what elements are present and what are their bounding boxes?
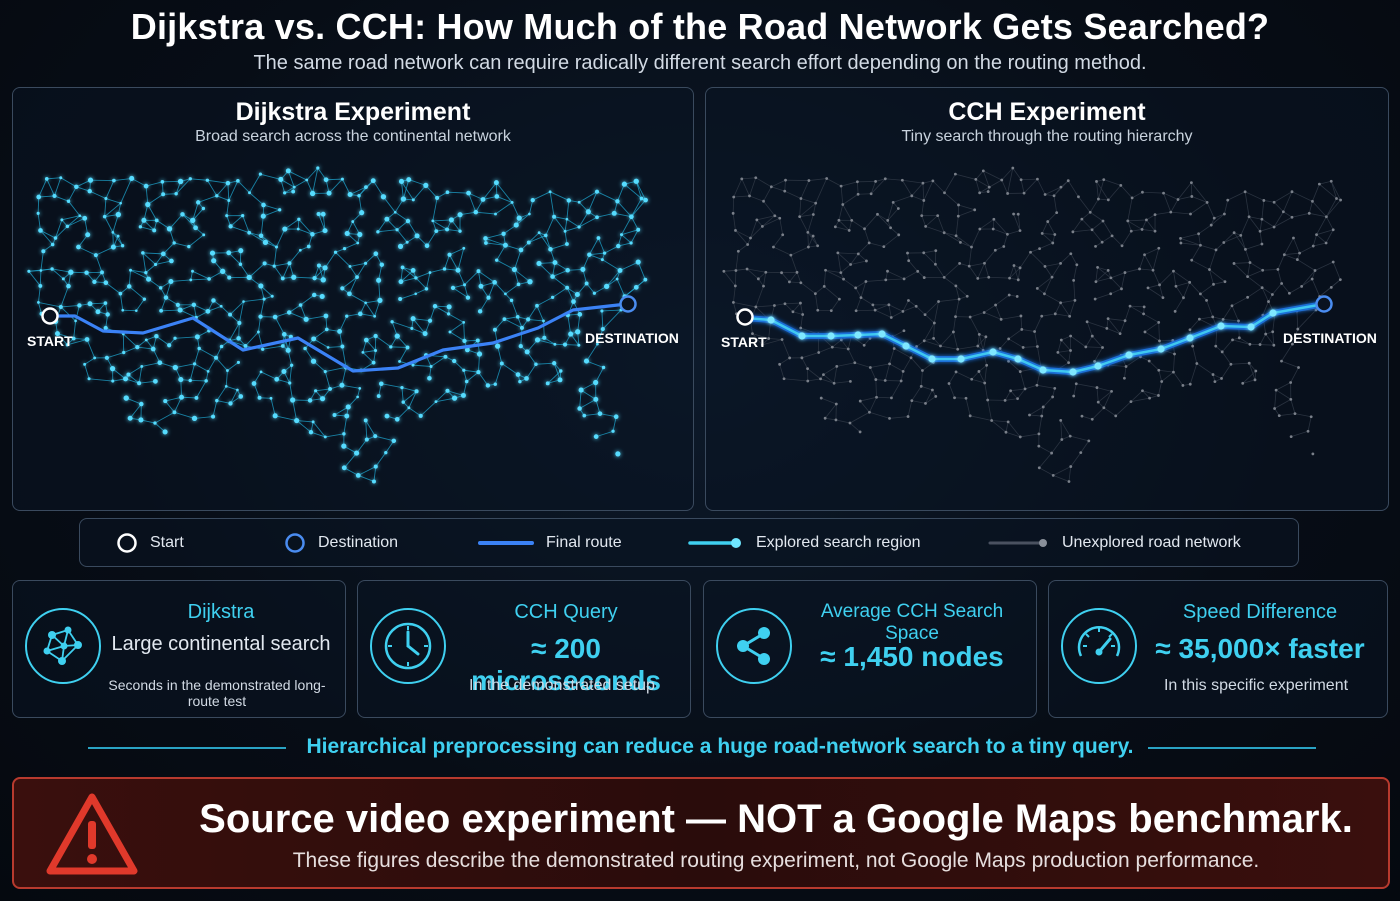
- dijkstra-destination-marker: [619, 295, 637, 313]
- legend-label: Start: [150, 533, 184, 551]
- destination-circle-icon: [285, 532, 305, 553]
- unexplored-line-icon: [988, 538, 1047, 547]
- legend-item-start: Start: [116, 519, 184, 566]
- stat-heading: Dijkstra: [187, 601, 255, 623]
- stat-value: ≈ 35,000× faster: [1155, 633, 1365, 664]
- speedometer-icon: [1061, 608, 1137, 684]
- warning-banner: Source video experiment — NOT a Google M…: [12, 777, 1390, 889]
- legend-label: Explored search region: [756, 533, 921, 551]
- legend: Start Destination Final route Explored s…: [79, 518, 1299, 567]
- cch-destination-marker: [1315, 295, 1333, 313]
- cch-start-marker: [736, 308, 754, 326]
- cch-network-map: [722, 166, 1342, 483]
- warning-title: Source video experiment — NOT a Google M…: [199, 797, 1353, 841]
- stat-heading: Average CCH Search Space: [820, 601, 1004, 644]
- page-title: Dijkstra vs. CCH: How Much of the Road N…: [130, 6, 1270, 47]
- clock-icon: [370, 608, 446, 684]
- stat-note: Seconds in the demonstrated long-route t…: [108, 677, 326, 709]
- legend-label: Final route: [546, 533, 622, 551]
- legend-item-final-route: Final route: [478, 519, 622, 566]
- start-circle-icon: [117, 532, 137, 553]
- explored-line-icon: [688, 537, 741, 548]
- stat-heading: Speed Difference: [1182, 601, 1338, 623]
- explored-road-nodes: [27, 166, 648, 484]
- unexplored-road-nodes: [722, 166, 1342, 483]
- page-subtitle: The same road network can require radica…: [253, 52, 1147, 74]
- legend-item-unexplored: Unexplored road network: [988, 519, 1241, 566]
- warning-subtitle: These figures describe the demonstrated …: [292, 849, 1260, 872]
- stat-value: ≈ 200 microseconds: [471, 633, 661, 696]
- stat-note: In the demonstrated setup: [469, 677, 655, 694]
- legend-label: Destination: [318, 533, 399, 551]
- share-nodes-icon: [716, 608, 792, 684]
- warning-triangle-icon: [46, 793, 138, 875]
- dijkstra-start-label: START: [27, 333, 73, 349]
- dijkstra-panel-title: Dijkstra Experiment: [235, 98, 471, 126]
- stat-card-cch-query: CCH Query ≈ 200 microseconds In the demo…: [357, 580, 691, 718]
- legend-item-destination: Destination: [284, 519, 398, 566]
- stat-card-search-space: Average CCH Search Space ≈ 1,450 nodes: [703, 580, 1037, 718]
- network-graph-icon: [25, 608, 101, 684]
- cch-destination-label: DESTINATION: [1283, 330, 1377, 346]
- dijkstra-final-route: [48, 302, 629, 373]
- cch-panel: CCH Experiment Tiny search through the r…: [705, 87, 1389, 511]
- tagline: Hierarchical preprocessing can reduce a …: [306, 735, 1134, 758]
- legend-label: Unexplored road network: [1062, 533, 1241, 551]
- dijkstra-destination-label: DESTINATION: [585, 330, 679, 346]
- stat-card-speed: Speed Difference ≈ 35,000× faster In thi…: [1048, 580, 1388, 718]
- dijkstra-panel: Dijkstra Experiment Broad search across …: [12, 87, 694, 511]
- cch-panel-subtitle: Tiny search through the routing hierarch…: [901, 128, 1193, 145]
- dijkstra-network-map: [27, 166, 648, 484]
- dijkstra-start-marker: [41, 307, 59, 325]
- cch-panel-title: CCH Experiment: [948, 98, 1146, 126]
- route-line-icon: [478, 540, 534, 545]
- explored-road-edges: [28, 167, 646, 482]
- dijkstra-panel-subtitle: Broad search across the continental netw…: [195, 128, 511, 145]
- stat-card-dijkstra: Dijkstra Large continental search Second…: [12, 580, 346, 718]
- stat-value: ≈ 1,450 nodes: [820, 641, 1004, 672]
- stat-value: Large continental search: [111, 633, 331, 655]
- cch-search-nodes: [767, 309, 1277, 376]
- cch-start-label: START: [721, 334, 767, 350]
- unexplored-road-edges: [723, 167, 1341, 482]
- stat-note: In this specific experiment: [1163, 677, 1349, 694]
- tagline-divider-left: [88, 747, 286, 749]
- stat-heading: CCH Query: [514, 601, 618, 623]
- legend-item-explored: Explored search region: [688, 519, 921, 566]
- tagline-divider-right: [1148, 747, 1316, 749]
